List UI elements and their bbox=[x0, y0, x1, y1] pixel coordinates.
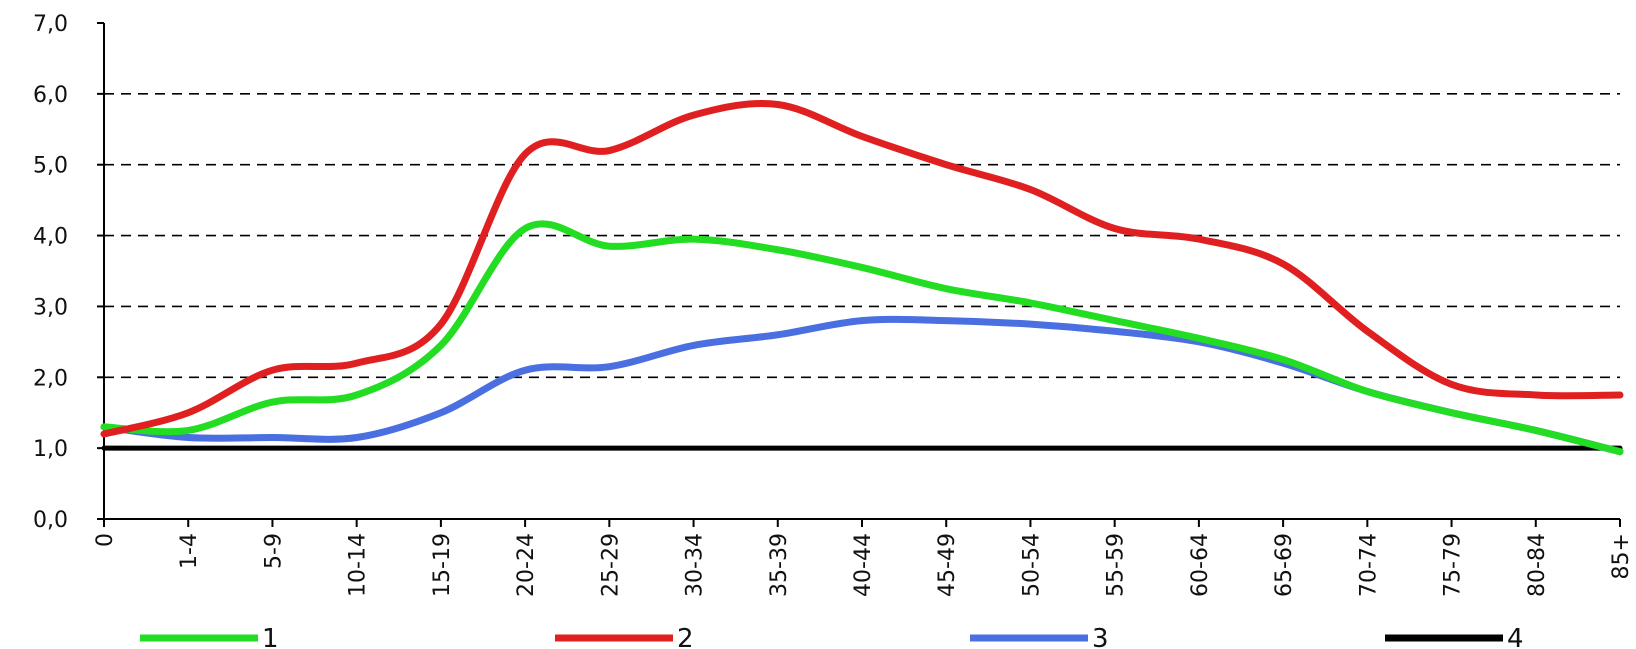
x-tick-label: 0 bbox=[93, 533, 118, 547]
x-tick-label: 35-39 bbox=[767, 533, 792, 597]
y-tick-label: 4,0 bbox=[33, 225, 68, 250]
y-tick-label: 5,0 bbox=[33, 154, 68, 179]
x-tick-label: 65-69 bbox=[1272, 533, 1297, 597]
legend-label-1: 1 bbox=[262, 624, 279, 649]
series-line-1 bbox=[100, 220, 1624, 456]
x-tick-label: 40-44 bbox=[851, 533, 876, 597]
series-line-2 bbox=[100, 99, 1624, 438]
x-tick-label: 25-29 bbox=[598, 533, 623, 597]
x-tick-label: 85+ bbox=[1609, 533, 1634, 579]
x-tick-label: 1-4 bbox=[177, 533, 202, 569]
legend-label-4: 4 bbox=[1507, 624, 1524, 649]
y-tick-label: 1,0 bbox=[33, 437, 68, 462]
series-lines bbox=[100, 99, 1624, 456]
y-tick-label: 0,0 bbox=[33, 508, 68, 533]
x-tick-label: 45-49 bbox=[935, 533, 960, 597]
x-tick-label: 30-34 bbox=[683, 533, 708, 597]
y-tick-label: 7,0 bbox=[33, 12, 68, 37]
grid-lines bbox=[104, 93, 1620, 379]
y-tick-label: 6,0 bbox=[33, 83, 68, 108]
axes: 0,0 1,0 2,0 3,0 4,0 5,0 6,0 7,0 0 1-4 5-9 10-14 15-1… bbox=[33, 12, 1634, 597]
legend-label-2: 2 bbox=[677, 624, 694, 649]
y-tick-label: 3,0 bbox=[33, 295, 68, 320]
x-tick-label: 75-79 bbox=[1441, 533, 1466, 597]
x-tick-label: 15-19 bbox=[430, 533, 455, 597]
series-line-3 bbox=[100, 315, 1624, 456]
x-tick-label: 60-64 bbox=[1188, 533, 1213, 597]
x-tick-label: 50-54 bbox=[1019, 533, 1044, 597]
x-tick-label: 55-59 bbox=[1104, 533, 1129, 597]
x-tick-label: 20-24 bbox=[514, 533, 539, 597]
x-tick-label: 70-74 bbox=[1356, 533, 1381, 597]
x-tick-label: 80-84 bbox=[1525, 533, 1550, 597]
legend: 1 2 3 4 bbox=[140, 624, 1524, 649]
x-tick-label: 10-14 bbox=[346, 533, 371, 597]
y-tick-label: 2,0 bbox=[33, 366, 68, 391]
x-tick-label: 5-9 bbox=[261, 533, 286, 569]
legend-label-3: 3 bbox=[1092, 624, 1109, 649]
